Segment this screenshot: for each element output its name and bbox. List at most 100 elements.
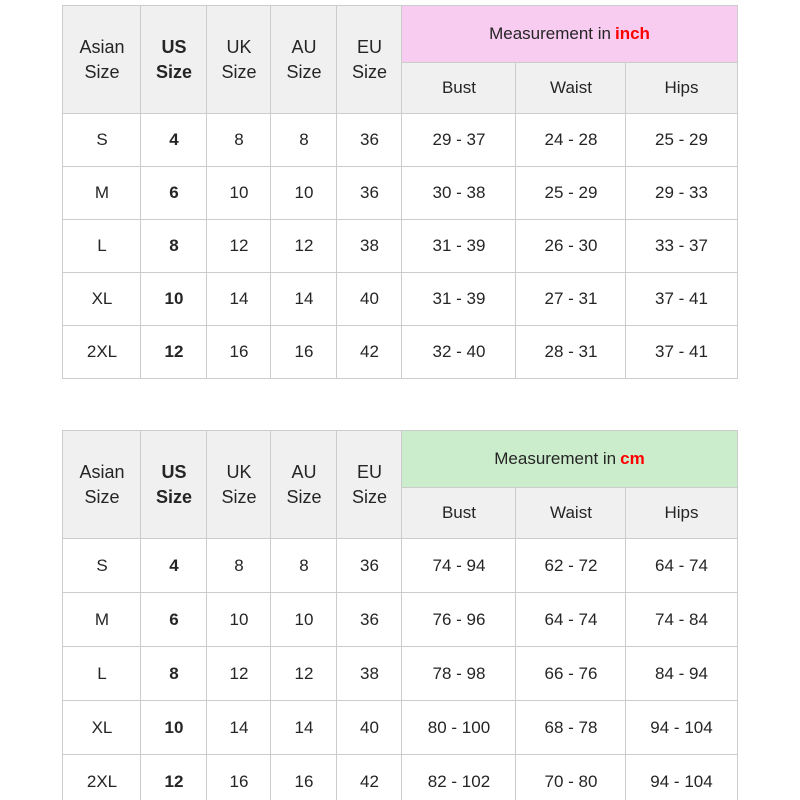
- cell-waist: 28 - 31: [515, 325, 627, 379]
- cell-asian-size: 2XL: [62, 325, 142, 379]
- col-header-waist: Waist: [515, 487, 627, 539]
- cell-waist: 70 - 80: [515, 754, 627, 800]
- cell-eu-size: 38: [336, 646, 403, 701]
- cell-uk-size: 8: [206, 113, 272, 167]
- cell-waist: 25 - 29: [515, 166, 627, 220]
- col-header-bust: Bust: [401, 62, 517, 114]
- cell-au-size: 16: [270, 325, 338, 379]
- cell-bust: 82 - 102: [401, 754, 517, 800]
- cell-asian-size: XL: [62, 700, 142, 755]
- cell-eu-size: 42: [336, 325, 403, 379]
- cell-us-size: 6: [140, 592, 208, 647]
- size-row-xl: XL 10 14 14 40 31 - 39 27 - 31 37 - 41: [62, 272, 738, 326]
- cell-uk-size: 10: [206, 166, 272, 220]
- cell-us-size: 4: [140, 113, 208, 167]
- cell-eu-size: 42: [336, 754, 403, 800]
- cell-eu-size: 40: [336, 700, 403, 755]
- cell-us-size: 10: [140, 700, 208, 755]
- cell-hips: 37 - 41: [625, 272, 738, 326]
- cell-uk-size: 14: [206, 272, 272, 326]
- cell-au-size: 10: [270, 166, 338, 220]
- cell-bust: 31 - 39: [401, 219, 517, 273]
- cell-hips: 33 - 37: [625, 219, 738, 273]
- col-header-eu-size: EU Size: [336, 5, 403, 114]
- cell-bust: 74 - 94: [401, 538, 517, 593]
- cell-uk-size: 14: [206, 700, 272, 755]
- cell-au-size: 16: [270, 754, 338, 800]
- cell-bust: 29 - 37: [401, 113, 517, 167]
- measurement-label: Measurement in: [489, 24, 611, 43]
- cell-eu-size: 36: [336, 538, 403, 593]
- cell-asian-size: XL: [62, 272, 142, 326]
- cell-us-size: 4: [140, 538, 208, 593]
- cell-hips: 25 - 29: [625, 113, 738, 167]
- size-row-s: S 4 8 8 36 29 - 37 24 - 28 25 - 29: [62, 113, 738, 167]
- col-header-eu-size: EU Size: [336, 430, 403, 539]
- cell-us-size: 6: [140, 166, 208, 220]
- cell-au-size: 8: [270, 538, 338, 593]
- cell-au-size: 14: [270, 272, 338, 326]
- cell-asian-size: L: [62, 219, 142, 273]
- sub-header-row: Bust Waist Hips: [63, 487, 738, 539]
- cell-eu-size: 36: [336, 113, 403, 167]
- col-header-us-size: US Size: [140, 5, 208, 114]
- col-header-us-size: US Size: [140, 430, 208, 539]
- cell-uk-size: 16: [206, 325, 272, 379]
- cell-asian-size: S: [62, 113, 142, 167]
- size-row-xl: XL 10 14 14 40 80 - 100 68 - 78 94 - 104: [62, 700, 738, 755]
- cell-au-size: 12: [270, 219, 338, 273]
- cell-us-size: 12: [140, 325, 208, 379]
- header-row: Asian Size US Size UK Size AU Size EU Si…: [62, 5, 738, 114]
- size-row-l: L 8 12 12 38 78 - 98 66 - 76 84 - 94: [62, 646, 738, 701]
- cell-waist: 27 - 31: [515, 272, 627, 326]
- cell-asian-size: L: [62, 646, 142, 701]
- cell-waist: 24 - 28: [515, 113, 627, 167]
- col-header-uk-size: UK Size: [206, 430, 272, 539]
- cell-uk-size: 12: [206, 219, 272, 273]
- col-header-hips: Hips: [625, 62, 738, 114]
- cell-bust: 80 - 100: [401, 700, 517, 755]
- col-header-au-size: AU Size: [270, 5, 338, 114]
- cell-au-size: 10: [270, 592, 338, 647]
- cell-us-size: 8: [140, 219, 208, 273]
- cell-eu-size: 40: [336, 272, 403, 326]
- cell-hips: 37 - 41: [625, 325, 738, 379]
- size-row-l: L 8 12 12 38 31 - 39 26 - 30 33 - 37: [62, 219, 738, 273]
- measurement-in-inch-header: Measurement in inch: [401, 5, 738, 63]
- cell-au-size: 14: [270, 700, 338, 755]
- cell-eu-size: 38: [336, 219, 403, 273]
- measurement-in-cm-header: Measurement in cm: [401, 430, 738, 488]
- cell-asian-size: M: [62, 166, 142, 220]
- cell-asian-size: M: [62, 592, 142, 647]
- size-row-m: M 6 10 10 36 76 - 96 64 - 74 74 - 84: [62, 592, 738, 647]
- cell-hips: 94 - 104: [625, 754, 738, 800]
- col-header-asian-size: Asian Size: [62, 430, 142, 539]
- cell-hips: 64 - 74: [625, 538, 738, 593]
- size-row-m: M 6 10 10 36 30 - 38 25 - 29 29 - 33: [62, 166, 738, 220]
- sub-header-row: Bust Waist Hips: [63, 62, 738, 114]
- cell-asian-size: 2XL: [62, 754, 142, 800]
- cell-asian-size: S: [62, 538, 142, 593]
- unit-cm-label: cm: [620, 449, 645, 468]
- cell-us-size: 8: [140, 646, 208, 701]
- col-header-hips: Hips: [625, 487, 738, 539]
- cell-uk-size: 8: [206, 538, 272, 593]
- cell-waist: 68 - 78: [515, 700, 627, 755]
- cell-bust: 76 - 96: [401, 592, 517, 647]
- cell-uk-size: 16: [206, 754, 272, 800]
- cell-hips: 74 - 84: [625, 592, 738, 647]
- cell-us-size: 10: [140, 272, 208, 326]
- col-header-waist: Waist: [515, 62, 627, 114]
- cell-waist: 26 - 30: [515, 219, 627, 273]
- cell-bust: 31 - 39: [401, 272, 517, 326]
- cell-hips: 94 - 104: [625, 700, 738, 755]
- col-header-asian-size: Asian Size: [62, 5, 142, 114]
- cell-us-size: 12: [140, 754, 208, 800]
- cell-waist: 64 - 74: [515, 592, 627, 647]
- cell-uk-size: 12: [206, 646, 272, 701]
- col-header-au-size: AU Size: [270, 430, 338, 539]
- size-row-s: S 4 8 8 36 74 - 94 62 - 72 64 - 74: [62, 538, 738, 593]
- cm-size-table: Asian Size US Size UK Size AU Size EU Si…: [62, 430, 738, 800]
- cell-waist: 62 - 72: [515, 538, 627, 593]
